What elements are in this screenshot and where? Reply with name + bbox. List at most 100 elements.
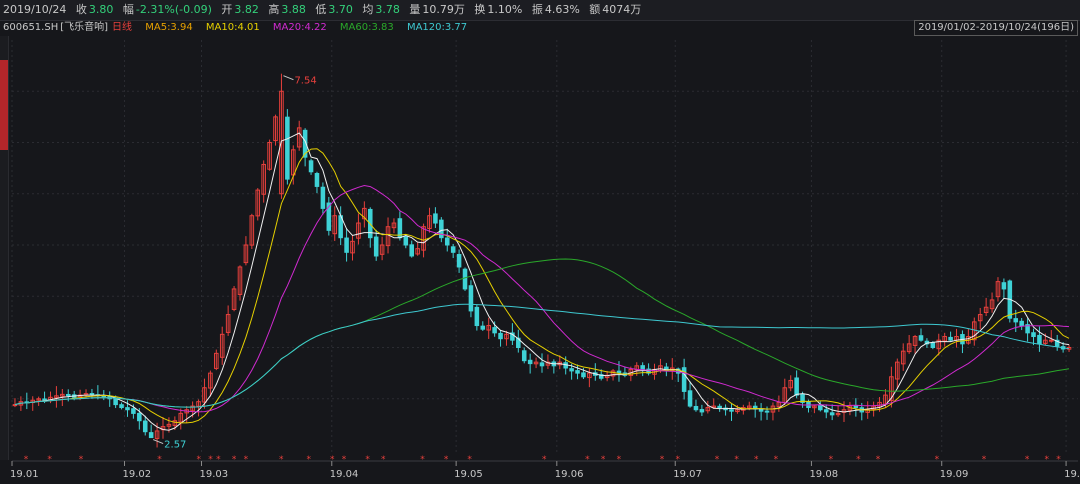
- candle-body[interactable]: [735, 409, 740, 413]
- candle-body[interactable]: [468, 285, 474, 312]
- candle-body[interactable]: [296, 127, 302, 148]
- candle-body[interactable]: [225, 314, 231, 333]
- candle-body[interactable]: [379, 244, 385, 255]
- candle-body[interactable]: [291, 149, 296, 176]
- candle-body[interactable]: [137, 412, 142, 422]
- candle-body[interactable]: [1019, 320, 1024, 327]
- candle-body[interactable]: [835, 412, 841, 416]
- candle-body[interactable]: [439, 219, 444, 239]
- candle-body[interactable]: [764, 410, 770, 413]
- candle-body[interactable]: [823, 409, 829, 413]
- candle-body[interactable]: [456, 254, 462, 268]
- candle-body[interactable]: [89, 393, 95, 396]
- candle-body[interactable]: [356, 222, 361, 239]
- candle-body[interactable]: [889, 376, 894, 402]
- candle-body[interactable]: [154, 430, 160, 439]
- candle-body[interactable]: [995, 281, 1001, 298]
- candle-body[interactable]: [492, 327, 497, 334]
- candle-body[interactable]: [729, 409, 734, 412]
- candle-body[interactable]: [65, 393, 71, 396]
- candle-body[interactable]: [427, 215, 432, 229]
- candle-body[interactable]: [510, 332, 515, 341]
- candle-body[interactable]: [1025, 324, 1030, 334]
- candle-body[interactable]: [444, 237, 450, 246]
- candle-body[interactable]: [214, 352, 219, 369]
- candle-body[interactable]: [539, 362, 545, 367]
- candle-body[interactable]: [989, 299, 995, 310]
- candle-body[interactable]: [314, 173, 320, 187]
- candle-body[interactable]: [498, 332, 503, 340]
- candle-body[interactable]: [119, 404, 124, 409]
- candle-body[interactable]: [231, 288, 237, 310]
- candle-body[interactable]: [131, 408, 136, 414]
- candle-body[interactable]: [504, 333, 509, 340]
- candle-body[interactable]: [409, 244, 414, 257]
- active-indicator[interactable]: [0, 60, 8, 150]
- candle-body[interactable]: [1043, 339, 1048, 344]
- candle-body[interactable]: [142, 420, 148, 433]
- candle-body[interactable]: [480, 325, 486, 330]
- candle-body[interactable]: [267, 142, 272, 170]
- candle-body[interactable]: [178, 412, 184, 423]
- candle-body[interactable]: [533, 361, 539, 365]
- candle-body[interactable]: [403, 236, 409, 246]
- candle-body[interactable]: [433, 213, 438, 224]
- candle-body[interactable]: [587, 372, 592, 379]
- candle-body[interactable]: [373, 236, 379, 257]
- candle-body[interactable]: [172, 420, 178, 426]
- candle-body[interactable]: [936, 339, 942, 350]
- candle-body[interactable]: [190, 405, 195, 412]
- candle-body[interactable]: [640, 365, 645, 370]
- candle-body[interactable]: [818, 405, 823, 411]
- candle-body[interactable]: [948, 336, 953, 341]
- candle-body[interactable]: [1037, 334, 1042, 345]
- candle-body[interactable]: [1054, 339, 1060, 347]
- candle-body[interactable]: [687, 390, 693, 407]
- date-range-button[interactable]: 2019/01/02-2019/10/24(196日): [914, 20, 1078, 36]
- candle-body[interactable]: [776, 401, 782, 408]
- candle-body[interactable]: [1031, 332, 1036, 338]
- period-label[interactable]: 日线: [112, 22, 133, 33]
- candle-body[interactable]: [255, 189, 261, 217]
- candle-body[interactable]: [758, 408, 764, 412]
- candle-body[interactable]: [610, 370, 616, 377]
- candle-body[interactable]: [279, 90, 284, 195]
- candle-body[interactable]: [900, 350, 906, 365]
- candle-body[interactable]: [344, 237, 349, 253]
- candle-body[interactable]: [598, 374, 604, 379]
- candle-body[interactable]: [332, 215, 338, 235]
- candle-body[interactable]: [202, 387, 207, 403]
- candle-body[interactable]: [326, 202, 332, 231]
- candle-body[interactable]: [237, 266, 243, 295]
- candle-body[interactable]: [853, 405, 859, 409]
- candle-body[interactable]: [1001, 282, 1007, 290]
- candle-body[interactable]: [977, 314, 983, 322]
- candle-body[interactable]: [462, 268, 468, 290]
- candle-body[interactable]: [693, 405, 699, 411]
- candle-body[interactable]: [196, 401, 201, 407]
- candle-body[interactable]: [942, 336, 947, 342]
- candle-body[interactable]: [302, 129, 308, 158]
- candle-body[interactable]: [581, 372, 586, 378]
- candle-body[interactable]: [681, 367, 687, 392]
- candle-body[interactable]: [521, 350, 527, 362]
- candle-body[interactable]: [699, 409, 705, 413]
- candle-body[interactable]: [717, 405, 722, 409]
- candle-body[interactable]: [794, 377, 799, 396]
- candle-body[interactable]: [208, 372, 213, 389]
- candle-body[interactable]: [829, 412, 835, 416]
- candle-body[interactable]: [285, 116, 290, 180]
- candle-body[interactable]: [219, 333, 225, 358]
- candle-body[interactable]: [350, 240, 355, 254]
- candle-body[interactable]: [148, 432, 154, 439]
- candle-body[interactable]: [54, 395, 59, 399]
- candle-body[interactable]: [930, 342, 936, 349]
- candle-body[interactable]: [391, 222, 397, 229]
- candle-body[interactable]: [895, 361, 900, 380]
- candle-body[interactable]: [125, 407, 130, 411]
- candle-body[interactable]: [569, 368, 574, 372]
- candle-body[interactable]: [362, 207, 367, 220]
- candle-body[interactable]: [36, 398, 41, 401]
- candle-body[interactable]: [249, 215, 255, 246]
